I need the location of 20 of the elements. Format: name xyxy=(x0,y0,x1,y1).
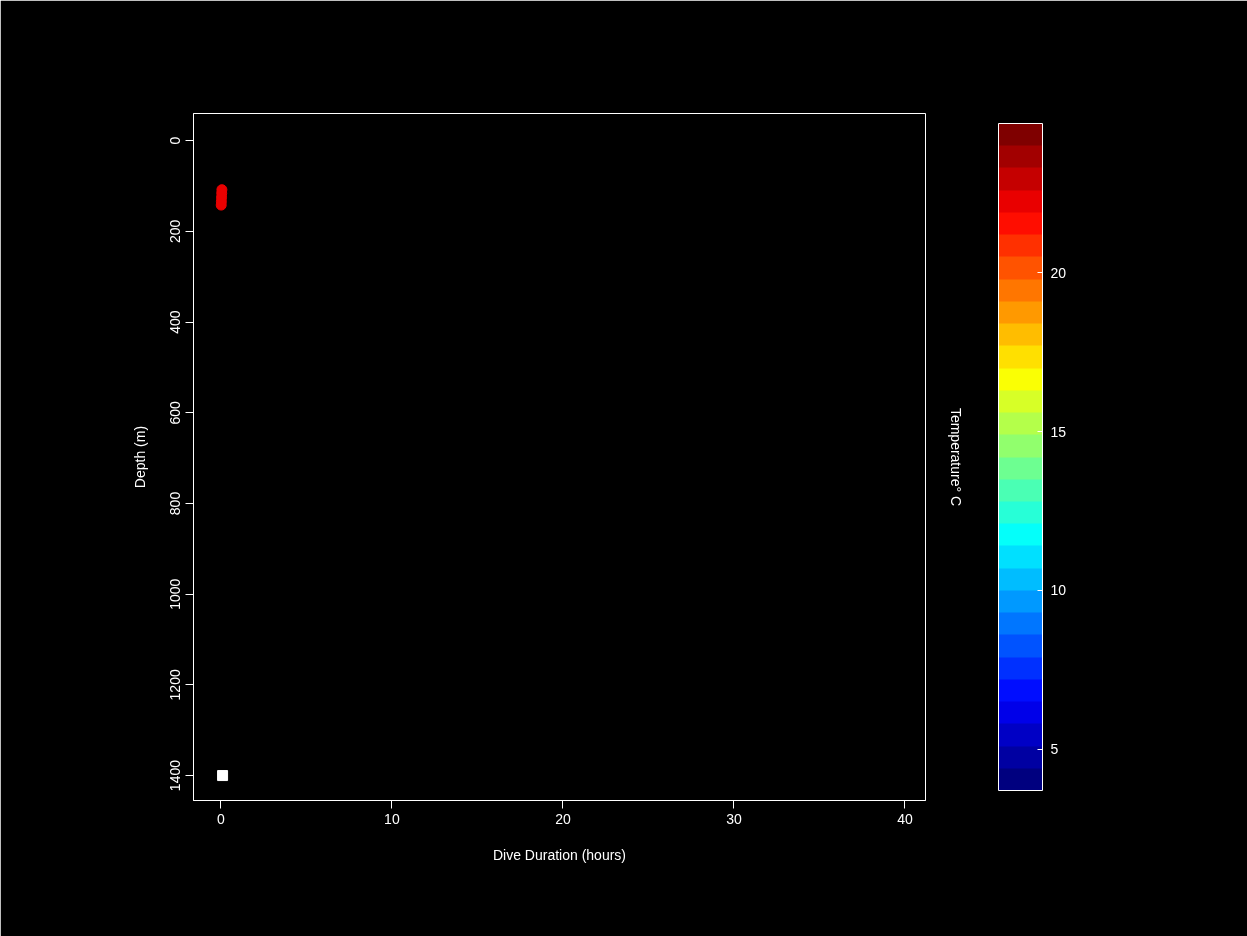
y-tick-label: 400 xyxy=(167,310,184,334)
y-tick-label: 0 xyxy=(167,136,184,145)
color-bar-label: 20 xyxy=(1050,264,1067,281)
y-tick-label: 1400 xyxy=(167,759,184,792)
x-tick-label: 30 xyxy=(726,810,742,827)
x-tick-label: 10 xyxy=(384,810,400,827)
y-tick-label: 600 xyxy=(167,400,184,425)
y-tick-label: 800 xyxy=(167,491,184,516)
y-tick-label: 1200 xyxy=(167,669,184,701)
x-tick-label: 0 xyxy=(216,810,225,827)
color-bar-label: 15 xyxy=(1050,423,1067,440)
color-bar-label: 5 xyxy=(1050,741,1059,758)
y-axis-title: Depth (m) xyxy=(131,425,148,489)
y-tick-label: 1000 xyxy=(167,578,184,610)
color-bar-title: Temperature° C xyxy=(948,407,964,507)
x-axis-title: Dive Duration (hours) xyxy=(492,846,627,863)
x-tick-label: 20 xyxy=(555,810,571,827)
color-bar-label: 10 xyxy=(1050,582,1067,599)
x-tick-label: 40 xyxy=(897,810,913,827)
y-tick-label: 200 xyxy=(167,219,184,244)
